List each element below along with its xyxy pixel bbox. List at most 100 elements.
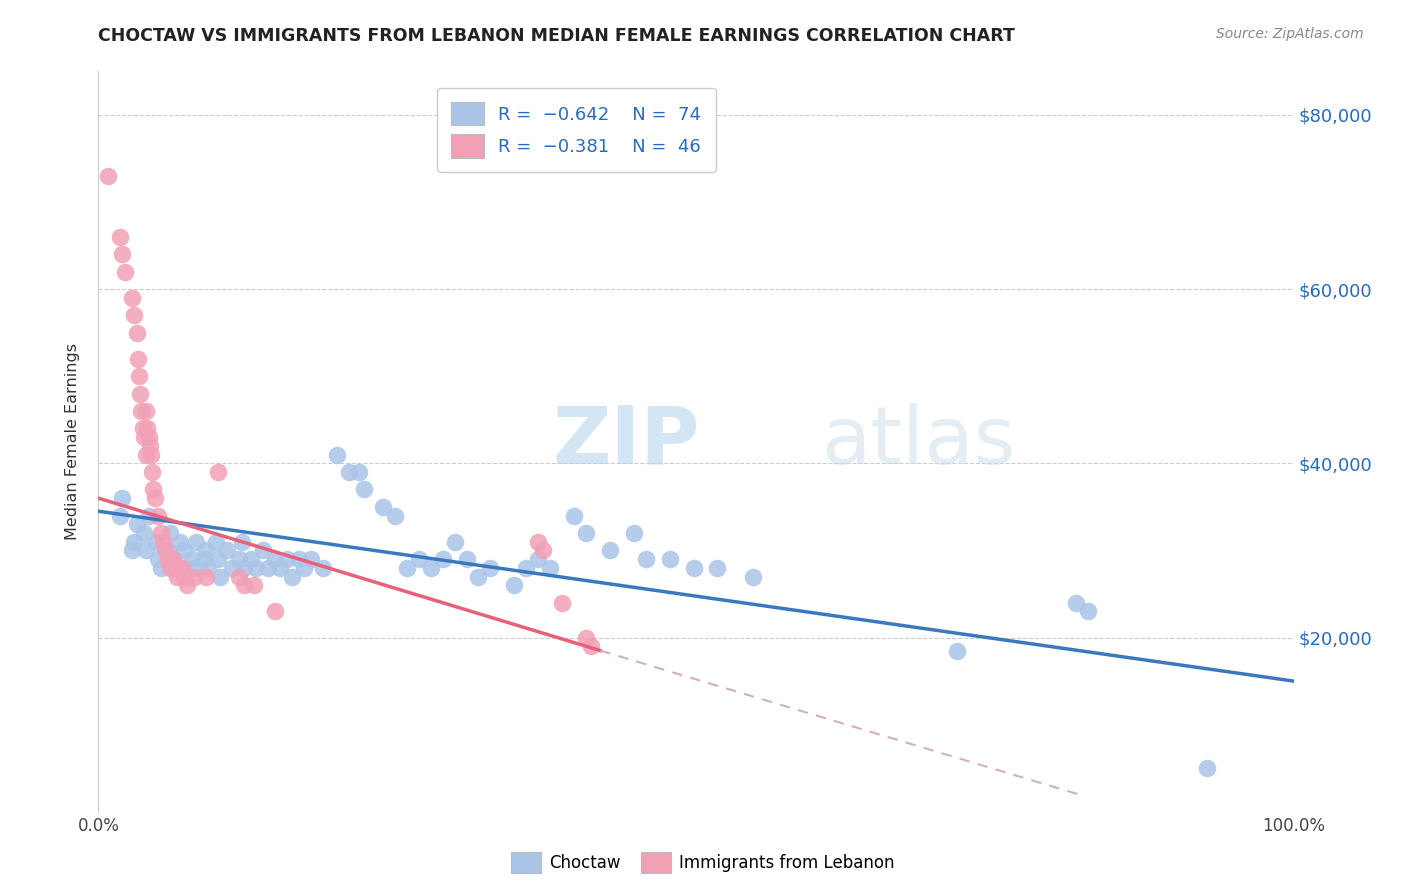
Point: [456, 552, 478, 566]
Point: [135, 543, 157, 558]
Point: [243, 578, 266, 592]
Point: [384, 508, 406, 523]
Point: [269, 561, 291, 575]
Point: [682, 561, 704, 575]
Point: [141, 465, 163, 479]
Point: [562, 508, 585, 523]
Point: [231, 534, 253, 549]
Point: [111, 491, 134, 505]
Point: [503, 578, 526, 592]
Point: [299, 552, 322, 566]
Point: [634, 552, 657, 566]
Point: [183, 569, 205, 583]
Text: CHOCTAW VS IMMIGRANTS FROM LEBANON MEDIAN FEMALE EARNINGS CORRELATION CHART: CHOCTAW VS IMMIGRANTS FROM LEBANON MEDIA…: [98, 27, 1015, 45]
Point: [183, 561, 205, 575]
Point: [531, 543, 554, 558]
Point: [432, 552, 454, 566]
Point: [149, 561, 172, 575]
Text: ZIP: ZIP: [553, 402, 700, 481]
Point: [347, 465, 370, 479]
Point: [172, 561, 194, 575]
Point: [233, 578, 256, 592]
Point: [443, 534, 465, 549]
Point: [155, 543, 177, 558]
Point: [145, 534, 167, 549]
Point: [111, 247, 134, 261]
Point: [221, 561, 243, 575]
Point: [142, 483, 165, 497]
Point: [125, 326, 148, 340]
Point: [152, 534, 174, 549]
Point: [217, 543, 239, 558]
Point: [579, 639, 602, 653]
Point: [124, 308, 146, 322]
Point: [371, 500, 394, 514]
Point: [252, 543, 274, 558]
Point: [658, 552, 681, 566]
Point: [172, 561, 194, 575]
Point: [121, 291, 143, 305]
Point: [156, 543, 179, 558]
Point: [194, 543, 218, 558]
Point: [742, 569, 765, 583]
Point: [264, 552, 287, 566]
Point: [121, 543, 143, 558]
Point: [159, 561, 181, 575]
Point: [131, 404, 153, 418]
Point: [139, 439, 162, 453]
Point: [148, 552, 170, 566]
Point: [240, 552, 263, 566]
Point: [339, 465, 360, 479]
Point: [149, 526, 172, 541]
Point: [131, 421, 153, 435]
Point: [288, 552, 311, 566]
Point: [1064, 596, 1087, 610]
Point: [706, 561, 728, 575]
Point: [166, 569, 188, 583]
Point: [292, 561, 315, 575]
Point: [173, 569, 195, 583]
Point: [204, 534, 226, 549]
Point: [575, 631, 598, 645]
Point: [312, 561, 335, 575]
Point: [276, 552, 298, 566]
Point: [138, 508, 160, 523]
Point: [209, 569, 232, 583]
Point: [162, 552, 184, 566]
Point: [467, 569, 489, 583]
Point: [599, 543, 621, 558]
Point: [143, 491, 166, 505]
Point: [163, 561, 186, 575]
Point: [527, 534, 550, 549]
Point: [551, 596, 574, 610]
Point: [128, 369, 150, 384]
Point: [132, 526, 155, 541]
Point: [129, 386, 152, 401]
Point: [479, 561, 502, 575]
Point: [132, 430, 155, 444]
Point: [408, 552, 430, 566]
Point: [186, 534, 208, 549]
Point: [326, 448, 349, 462]
Text: Source: ZipAtlas.com: Source: ZipAtlas.com: [1216, 27, 1364, 41]
Point: [353, 483, 375, 497]
Point: [193, 552, 215, 566]
Point: [419, 561, 441, 575]
Y-axis label: Median Female Earnings: Median Female Earnings: [65, 343, 80, 540]
Point: [176, 578, 198, 592]
Point: [136, 421, 159, 435]
Point: [108, 230, 131, 244]
Point: [245, 561, 267, 575]
Point: [127, 351, 149, 366]
Point: [114, 265, 136, 279]
Point: [1077, 604, 1099, 618]
Point: [197, 561, 219, 575]
Point: [527, 552, 550, 566]
Point: [97, 169, 120, 183]
Point: [233, 561, 256, 575]
Point: [162, 552, 184, 566]
Legend: Choctaw, Immigrants from Lebanon: Choctaw, Immigrants from Lebanon: [505, 846, 901, 880]
Point: [125, 517, 148, 532]
Point: [623, 526, 645, 541]
Point: [194, 569, 218, 583]
